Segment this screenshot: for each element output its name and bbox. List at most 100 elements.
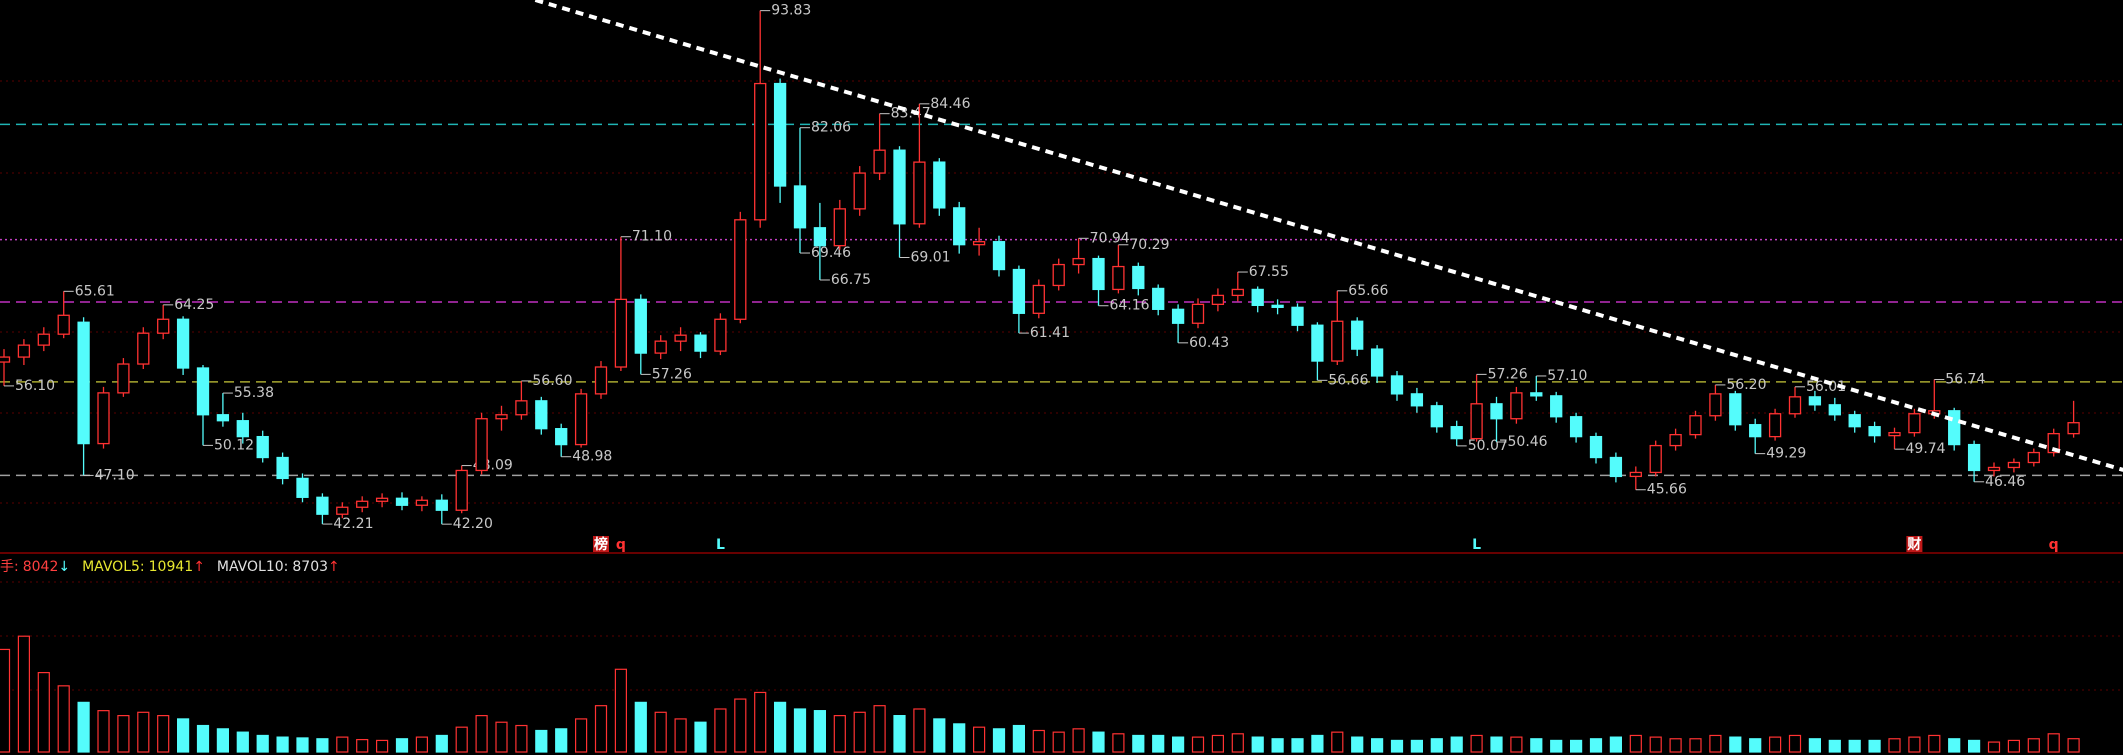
candle-body (1271, 304, 1284, 308)
low-label: 45.66 (1647, 482, 1687, 498)
candle-body (1311, 324, 1324, 362)
volume-bar (754, 691, 767, 753)
volume-bar (1470, 734, 1483, 753)
candle-body (1112, 265, 1125, 291)
low-label: 49.74 (1906, 441, 1946, 457)
candle-body (0, 356, 11, 363)
volume-bar (57, 685, 70, 753)
volume-bar (734, 698, 747, 753)
candle-body (833, 208, 846, 247)
high-label: 70.94 (1090, 230, 1130, 246)
candle-body (495, 414, 508, 420)
volume-bar (1948, 738, 1961, 753)
candle-body (1191, 303, 1205, 324)
candle-body (1868, 426, 1881, 437)
volume-bar (1589, 738, 1603, 753)
volume-bar (1749, 738, 1762, 753)
candle-body (555, 428, 568, 446)
high-label: 56.60 (532, 373, 572, 389)
legend-arrow: ↑ (328, 559, 340, 575)
low-label: 69.01 (911, 250, 951, 266)
candle-body (176, 318, 190, 369)
candle-body (594, 366, 608, 395)
volume-bar (17, 635, 30, 753)
candle-body (1092, 257, 1105, 291)
low-label: 66.75 (831, 272, 871, 288)
volume-bar (2027, 738, 2040, 753)
volume-bar (336, 736, 349, 753)
candle-body (77, 321, 90, 445)
volume-bar (1530, 738, 1543, 753)
volume-bar (654, 711, 667, 753)
candle-body (475, 418, 488, 472)
event-marker: L (716, 537, 725, 553)
volume-bar (117, 715, 130, 753)
candle-body (1251, 288, 1264, 306)
volume-bar (1052, 731, 1065, 753)
volume-bar (37, 671, 50, 753)
candle-body (117, 363, 130, 394)
volume-bar (1231, 733, 1244, 753)
candle-body (2027, 451, 2040, 464)
volume-bar (356, 738, 369, 753)
candle-body (157, 318, 170, 334)
volume-bar (535, 729, 548, 753)
volume-bar (2007, 739, 2021, 753)
volume-bar (1928, 734, 1941, 753)
volume-bar (1689, 738, 1702, 753)
candle-body (674, 334, 687, 342)
volume-bar (833, 715, 846, 753)
candle-body (1689, 415, 1702, 436)
candle-body (1848, 414, 1861, 428)
candle-body (17, 344, 31, 358)
high-label: 70.29 (1129, 237, 1169, 253)
candle-body (236, 420, 249, 438)
candle-body (614, 298, 628, 368)
volume-bar (1271, 738, 1284, 753)
candle-body (435, 499, 448, 511)
high-label: 64.25 (174, 297, 214, 313)
volume-bar (435, 734, 448, 753)
volume-bar (1390, 739, 1404, 753)
candle-body (1729, 393, 1742, 426)
volume-bar (1669, 738, 1682, 753)
candle-body (256, 435, 269, 459)
candle-body (734, 219, 747, 320)
candle-body (714, 318, 727, 352)
volume-bar (1808, 738, 1822, 753)
volume-bar (853, 711, 866, 753)
low-label: 50.07 (1468, 438, 1508, 454)
low-label: 57.26 (652, 366, 692, 382)
candle-body (216, 414, 230, 422)
candle-body (1211, 294, 1225, 305)
candle-body (415, 499, 429, 506)
candle-body (1390, 375, 1404, 395)
candle-body (356, 500, 369, 508)
volume-bar (515, 724, 528, 753)
legend-value: 10941 (149, 559, 194, 575)
legend-name: MAVOL5: (82, 559, 145, 575)
candle-body (1530, 392, 1543, 397)
candle-body (196, 367, 210, 416)
low-label: 48.98 (572, 449, 612, 465)
candle-body (953, 207, 966, 246)
candle-body (515, 400, 528, 416)
volume-bar (1888, 738, 1901, 753)
low-label: 46.46 (1985, 474, 2025, 490)
volume-bar (1251, 736, 1264, 753)
volume-bar (276, 736, 289, 753)
volume-bar (614, 668, 628, 753)
volume-bar (1012, 724, 1026, 753)
high-label: 82.06 (811, 120, 851, 136)
legend-arrow: ↓ (58, 559, 70, 575)
volume-bar (574, 718, 588, 753)
candle-body (2067, 422, 2080, 435)
candle-body (1132, 265, 1145, 290)
candle-body (1828, 404, 1841, 416)
legend-value: 8042 (23, 559, 59, 575)
candle-body (137, 332, 150, 365)
candle-body (395, 497, 409, 506)
low-label: 60.43 (1189, 335, 1229, 351)
